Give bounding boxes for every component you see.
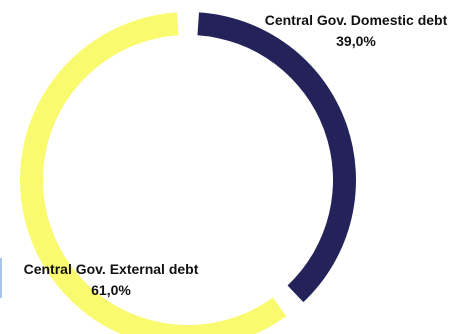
slice-value-external: 61,0% [91, 282, 131, 298]
edge-marker [0, 258, 2, 298]
slice-labels: Central Gov. Domestic debt 39,0% Central… [24, 12, 448, 298]
slice-label-external: Central Gov. External debt [24, 261, 199, 277]
donut-slice-domestic [197, 12, 357, 303]
donut-slices [20, 12, 357, 334]
donut-slice-external [20, 12, 287, 334]
slice-value-domestic: 39,0% [336, 33, 376, 49]
slice-label-domestic: Central Gov. Domestic debt [265, 12, 448, 28]
